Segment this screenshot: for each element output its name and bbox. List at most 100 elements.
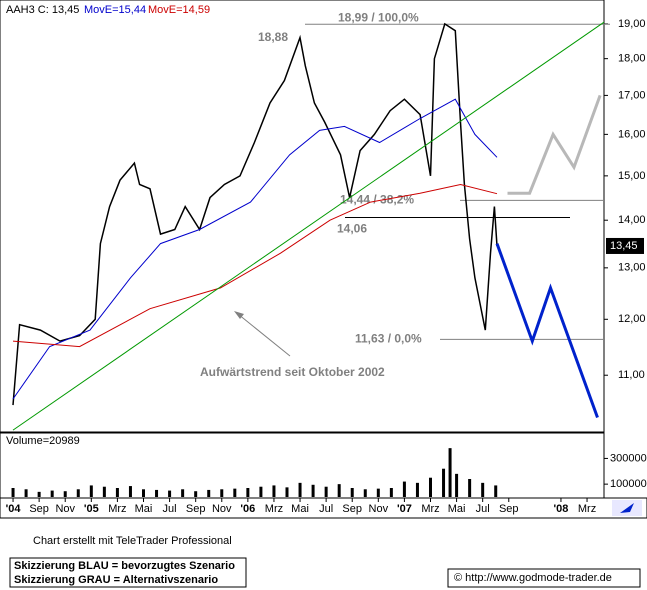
- x-tick-label: Mrz: [108, 503, 126, 515]
- legend-gray: Skizzierung GRAU = Alternativszenario: [14, 574, 218, 586]
- series-line: [495, 243, 599, 419]
- volume-bar: [50, 490, 54, 497]
- series-line: [507, 94, 602, 195]
- level-label: 11,63 / 0,0%: [355, 332, 422, 346]
- y-tick-label: 16,00: [618, 128, 646, 140]
- volume-bar: [181, 489, 185, 497]
- y-tick-label: 19,00: [618, 18, 646, 30]
- header: AAH3 C: 13,45: [6, 4, 79, 16]
- volume-bar: [272, 485, 276, 497]
- legend-box: [9, 557, 247, 588]
- volume-bar: [402, 481, 406, 497]
- x-tick-label: '04: [6, 503, 22, 515]
- x-tick-label: Sep: [29, 503, 49, 515]
- y-tick-label: 14,00: [618, 214, 646, 226]
- volume-bar: [455, 473, 459, 497]
- x-tick-label: Mrz: [421, 503, 439, 515]
- x-tick-label: Mai: [135, 503, 153, 515]
- volume-bar: [259, 486, 263, 497]
- volume-bar: [155, 489, 159, 497]
- volume-bar: [168, 490, 172, 497]
- volume-bar: [415, 482, 419, 497]
- x-tick-label: Sep: [186, 503, 206, 515]
- volume-label: Volume=20989: [6, 435, 80, 447]
- x-tick-label: Nov: [55, 503, 75, 515]
- x-tick-label: Mrz: [578, 503, 596, 515]
- volume-bar: [89, 485, 93, 497]
- y-tick-label: 12,00: [618, 313, 646, 325]
- legend-ma-red: MovE=14,59: [148, 4, 210, 16]
- volume-bar: [376, 488, 380, 497]
- volume-bar: [233, 488, 237, 497]
- legend-ma-blue: MovE=15,44: [84, 4, 146, 16]
- peak-label: 18,88: [258, 30, 288, 44]
- series-line: [12, 21, 605, 431]
- series-line: [12, 98, 498, 400]
- last-price-label: 13,45: [610, 240, 638, 252]
- volume-panel: [0, 432, 605, 499]
- y-tick-label: 11,00: [618, 369, 645, 381]
- source: © http://www.godmode-trader.de: [454, 572, 612, 584]
- x-tick-label: Mai: [291, 503, 309, 515]
- tool-icon-glyph: [620, 503, 634, 513]
- source-box: [447, 568, 641, 588]
- volume-bar: [194, 491, 198, 497]
- series-line: [12, 183, 498, 348]
- volume-bar: [337, 484, 341, 497]
- y-tick-label: 17,00: [618, 89, 646, 101]
- annotation-arrowhead: [234, 311, 244, 319]
- price-panel: [0, 0, 605, 433]
- y-tick-label: 100000: [610, 478, 647, 490]
- volume-bar: [115, 488, 119, 497]
- volume-bar: [76, 489, 80, 497]
- volume-bar: [350, 488, 354, 497]
- volume-bar: [63, 491, 67, 497]
- x-tick-label: Jul: [163, 503, 177, 515]
- volume-bar: [37, 491, 41, 497]
- x-axis-bar: [0, 497, 647, 519]
- volume-bar: [481, 482, 485, 497]
- legend-blue: Skizzierung BLAU = bevorzugtes Szenario: [14, 560, 235, 572]
- series-line: [12, 22, 498, 406]
- volume-bar: [102, 486, 106, 497]
- volume-bar: [442, 468, 446, 497]
- x-tick-label: Nov: [369, 503, 389, 515]
- volume-bar: [324, 486, 328, 497]
- last-price-box: [606, 237, 644, 254]
- volume-bar: [24, 489, 28, 497]
- volume-bar: [246, 488, 250, 497]
- x-tick-label: '08: [554, 503, 569, 515]
- credit: Chart erstellt mit TeleTrader Profession…: [33, 535, 232, 547]
- volume-bar: [285, 487, 289, 497]
- x-tick-label: Nov: [212, 503, 232, 515]
- trend-annotation: Aufwärtstrend seit Oktober 2002: [200, 365, 385, 379]
- x-tick-label: Mrz: [265, 503, 283, 515]
- x-tick-label: '06: [240, 503, 255, 515]
- volume-bar: [11, 488, 15, 497]
- x-tick-label: '05: [84, 503, 99, 515]
- volume-bar: [468, 479, 472, 497]
- y-tick-label: 300000: [610, 452, 647, 464]
- x-tick-label: '07: [397, 503, 412, 515]
- volume-bar: [389, 488, 393, 497]
- volume-bar: [494, 485, 498, 497]
- volume-bar: [220, 489, 224, 497]
- volume-bar: [128, 486, 132, 497]
- annotation-arrow: [237, 313, 291, 357]
- volume-bar: [141, 489, 145, 497]
- y-tick-label: 15,00: [618, 170, 646, 182]
- x-tick-label: Jul: [319, 503, 333, 515]
- x-tick-label: Jul: [476, 503, 490, 515]
- y-tick-label: 13,00: [618, 262, 646, 274]
- level-label: 14,44 / 38,2%: [340, 192, 414, 206]
- x-tick-label: Mai: [448, 503, 466, 515]
- volume-bar: [298, 482, 302, 497]
- x-tick-label: Sep: [499, 503, 519, 515]
- level-label: 14,06: [337, 222, 367, 236]
- volume-bar: [363, 489, 367, 497]
- x-tick-label: Sep: [342, 503, 362, 515]
- volume-bar: [311, 484, 315, 497]
- volume-bar: [428, 477, 432, 497]
